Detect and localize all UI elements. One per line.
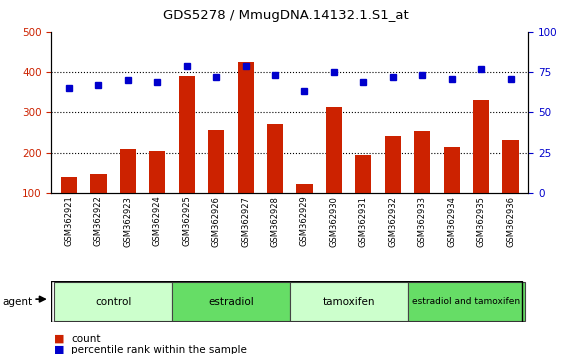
Text: estradiol and tamoxifen: estradiol and tamoxifen [412,297,520,306]
Text: tamoxifen: tamoxifen [323,297,375,307]
Bar [149,151,166,193]
Bar [267,124,283,193]
Bar [208,130,224,193]
Bar [238,62,254,193]
Bar [179,76,195,193]
Bar [444,147,460,193]
Bar [414,131,431,193]
Text: count: count [71,334,101,344]
FancyBboxPatch shape [54,282,172,321]
Bar [296,184,312,193]
Text: GDS5278 / MmugDNA.14132.1.S1_at: GDS5278 / MmugDNA.14132.1.S1_at [163,9,408,22]
Text: percentile rank within the sample: percentile rank within the sample [71,345,247,354]
Text: estradiol: estradiol [208,297,254,307]
Bar [473,100,489,193]
Bar [120,149,136,193]
Bar [61,177,77,193]
Text: control: control [95,297,131,307]
FancyBboxPatch shape [172,282,289,321]
Text: ■: ■ [54,345,65,354]
Text: agent: agent [3,297,33,307]
Text: ■: ■ [54,334,65,344]
Bar [355,155,372,193]
FancyBboxPatch shape [289,282,408,321]
Bar [502,140,518,193]
Bar [326,107,342,193]
FancyBboxPatch shape [408,282,525,321]
Bar [90,173,107,193]
Bar [385,136,401,193]
